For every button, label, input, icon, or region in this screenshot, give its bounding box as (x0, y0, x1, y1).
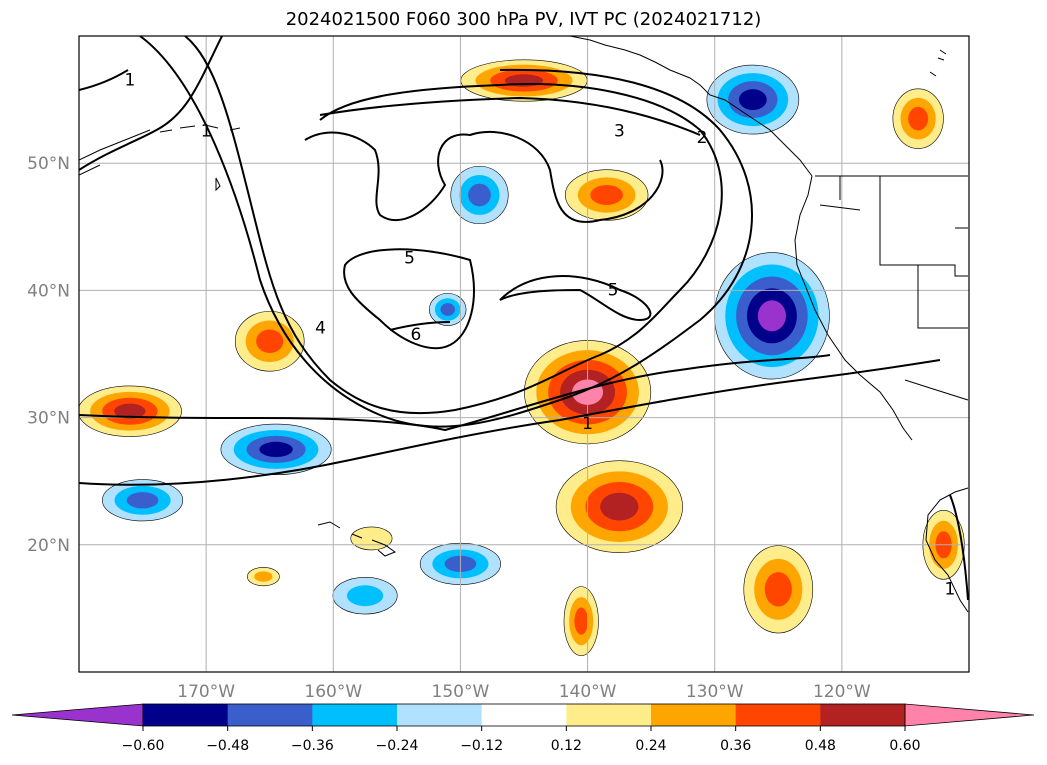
colorbar-bin (481, 704, 567, 726)
pv-contour-label: 5 (404, 249, 415, 269)
colorbar-bin (820, 704, 906, 726)
pv-contour-label: 1 (945, 579, 956, 599)
ivt-negative-band (259, 441, 293, 458)
axis-tick-labels: 170°W 160°W 150°W 140°W 130°W 120°W 50°N 40°N 30… (27, 154, 871, 702)
lat-tick-label: 20°N (27, 536, 70, 556)
lon-tick-label: 120°W (813, 682, 871, 702)
colorbar-tick-label: 0.12 (551, 738, 582, 754)
ivt-negative-band (757, 300, 787, 332)
ivt-positive-band (981, 351, 1009, 409)
colorbar-tick-label: 0.24 (635, 738, 666, 754)
coastlines (79, 36, 969, 613)
colorbar-tick-label: 0.60 (889, 738, 920, 754)
colorbar-extend-min (11, 703, 144, 727)
ivt-negative-band (126, 492, 159, 509)
colorbar-bin (735, 704, 821, 726)
ivt-positive-band (764, 572, 792, 607)
colorbar-tick-label: −0.60 (122, 738, 165, 754)
ivt-positive-band (908, 106, 929, 131)
colorbar-tick-label: 0.36 (720, 738, 751, 754)
colorbar-tick-label: −0.12 (460, 738, 503, 754)
pv-contour-label: 3 (614, 121, 625, 141)
colorbar-bin (227, 704, 313, 726)
ivt-positive-band (590, 185, 623, 205)
pv-contour-label: 1 (582, 414, 593, 434)
lon-tick-label: 130°W (686, 682, 744, 702)
pv-contour-label: 5 (608, 280, 619, 300)
colorbar-bin (312, 704, 398, 726)
chart-title: 2024021500 F060 300 hPa PV, IVT PC (2024… (285, 9, 762, 30)
ivt-negative-band (738, 89, 767, 111)
gridlines (79, 36, 969, 672)
lon-tick-label: 150°W (432, 682, 490, 702)
ivt-positive-band (985, 359, 1004, 399)
lat-tick-label: 40°N (27, 281, 70, 301)
ivt-positive-band (114, 403, 146, 419)
colorbar-bin (397, 704, 483, 726)
ivt-negative-band (468, 183, 491, 207)
ivt-positive-band (350, 526, 393, 551)
ivt-positive-band (989, 368, 1000, 391)
lon-tick-label: 140°W (559, 682, 617, 702)
colorbar-bin (566, 704, 652, 726)
colorbar-tick-label: 0.48 (805, 738, 836, 754)
colorbar-tick-label: −0.36 (291, 738, 334, 754)
plot-frame (78, 35, 970, 673)
colorbar-extend-max (904, 703, 1035, 727)
lon-tick-label: 170°W (177, 682, 235, 702)
pv-line-contours (79, 36, 969, 601)
ivt-negative-band (346, 585, 384, 607)
lat-tick-label: 30°N (27, 409, 70, 429)
pv-contour-label: 6 (411, 325, 422, 345)
pv-contour-label: 1 (124, 71, 135, 91)
colorbar-bin (651, 704, 737, 726)
colorbar-bin (143, 704, 229, 726)
colorbar-tick-label: −0.48 (206, 738, 249, 754)
colorbar-frame (142, 703, 906, 727)
pv-contour-labels: 1 1 2 3 5 4 6 5 1 1 (124, 71, 956, 600)
pv-contour-label: 2 (697, 128, 708, 148)
pv-contour-label: 4 (315, 319, 326, 339)
ivt-positive-band (256, 329, 284, 354)
pv-contour-label: 1 (201, 121, 212, 141)
lon-tick-label: 160°W (304, 682, 362, 702)
lat-tick-label: 50°N (27, 154, 70, 174)
ivt-positive-band (600, 492, 639, 521)
ivt-positive-band (574, 607, 589, 635)
ivt-positive-band (254, 571, 273, 582)
ivt-negative-band (440, 303, 455, 316)
colorbar-tick-label: −0.24 (376, 738, 419, 754)
colorbar: −0.60 −0.48 −0.36 −0.24 −0.12 0.12 0.24 0.36 0.4… (11, 703, 1035, 754)
